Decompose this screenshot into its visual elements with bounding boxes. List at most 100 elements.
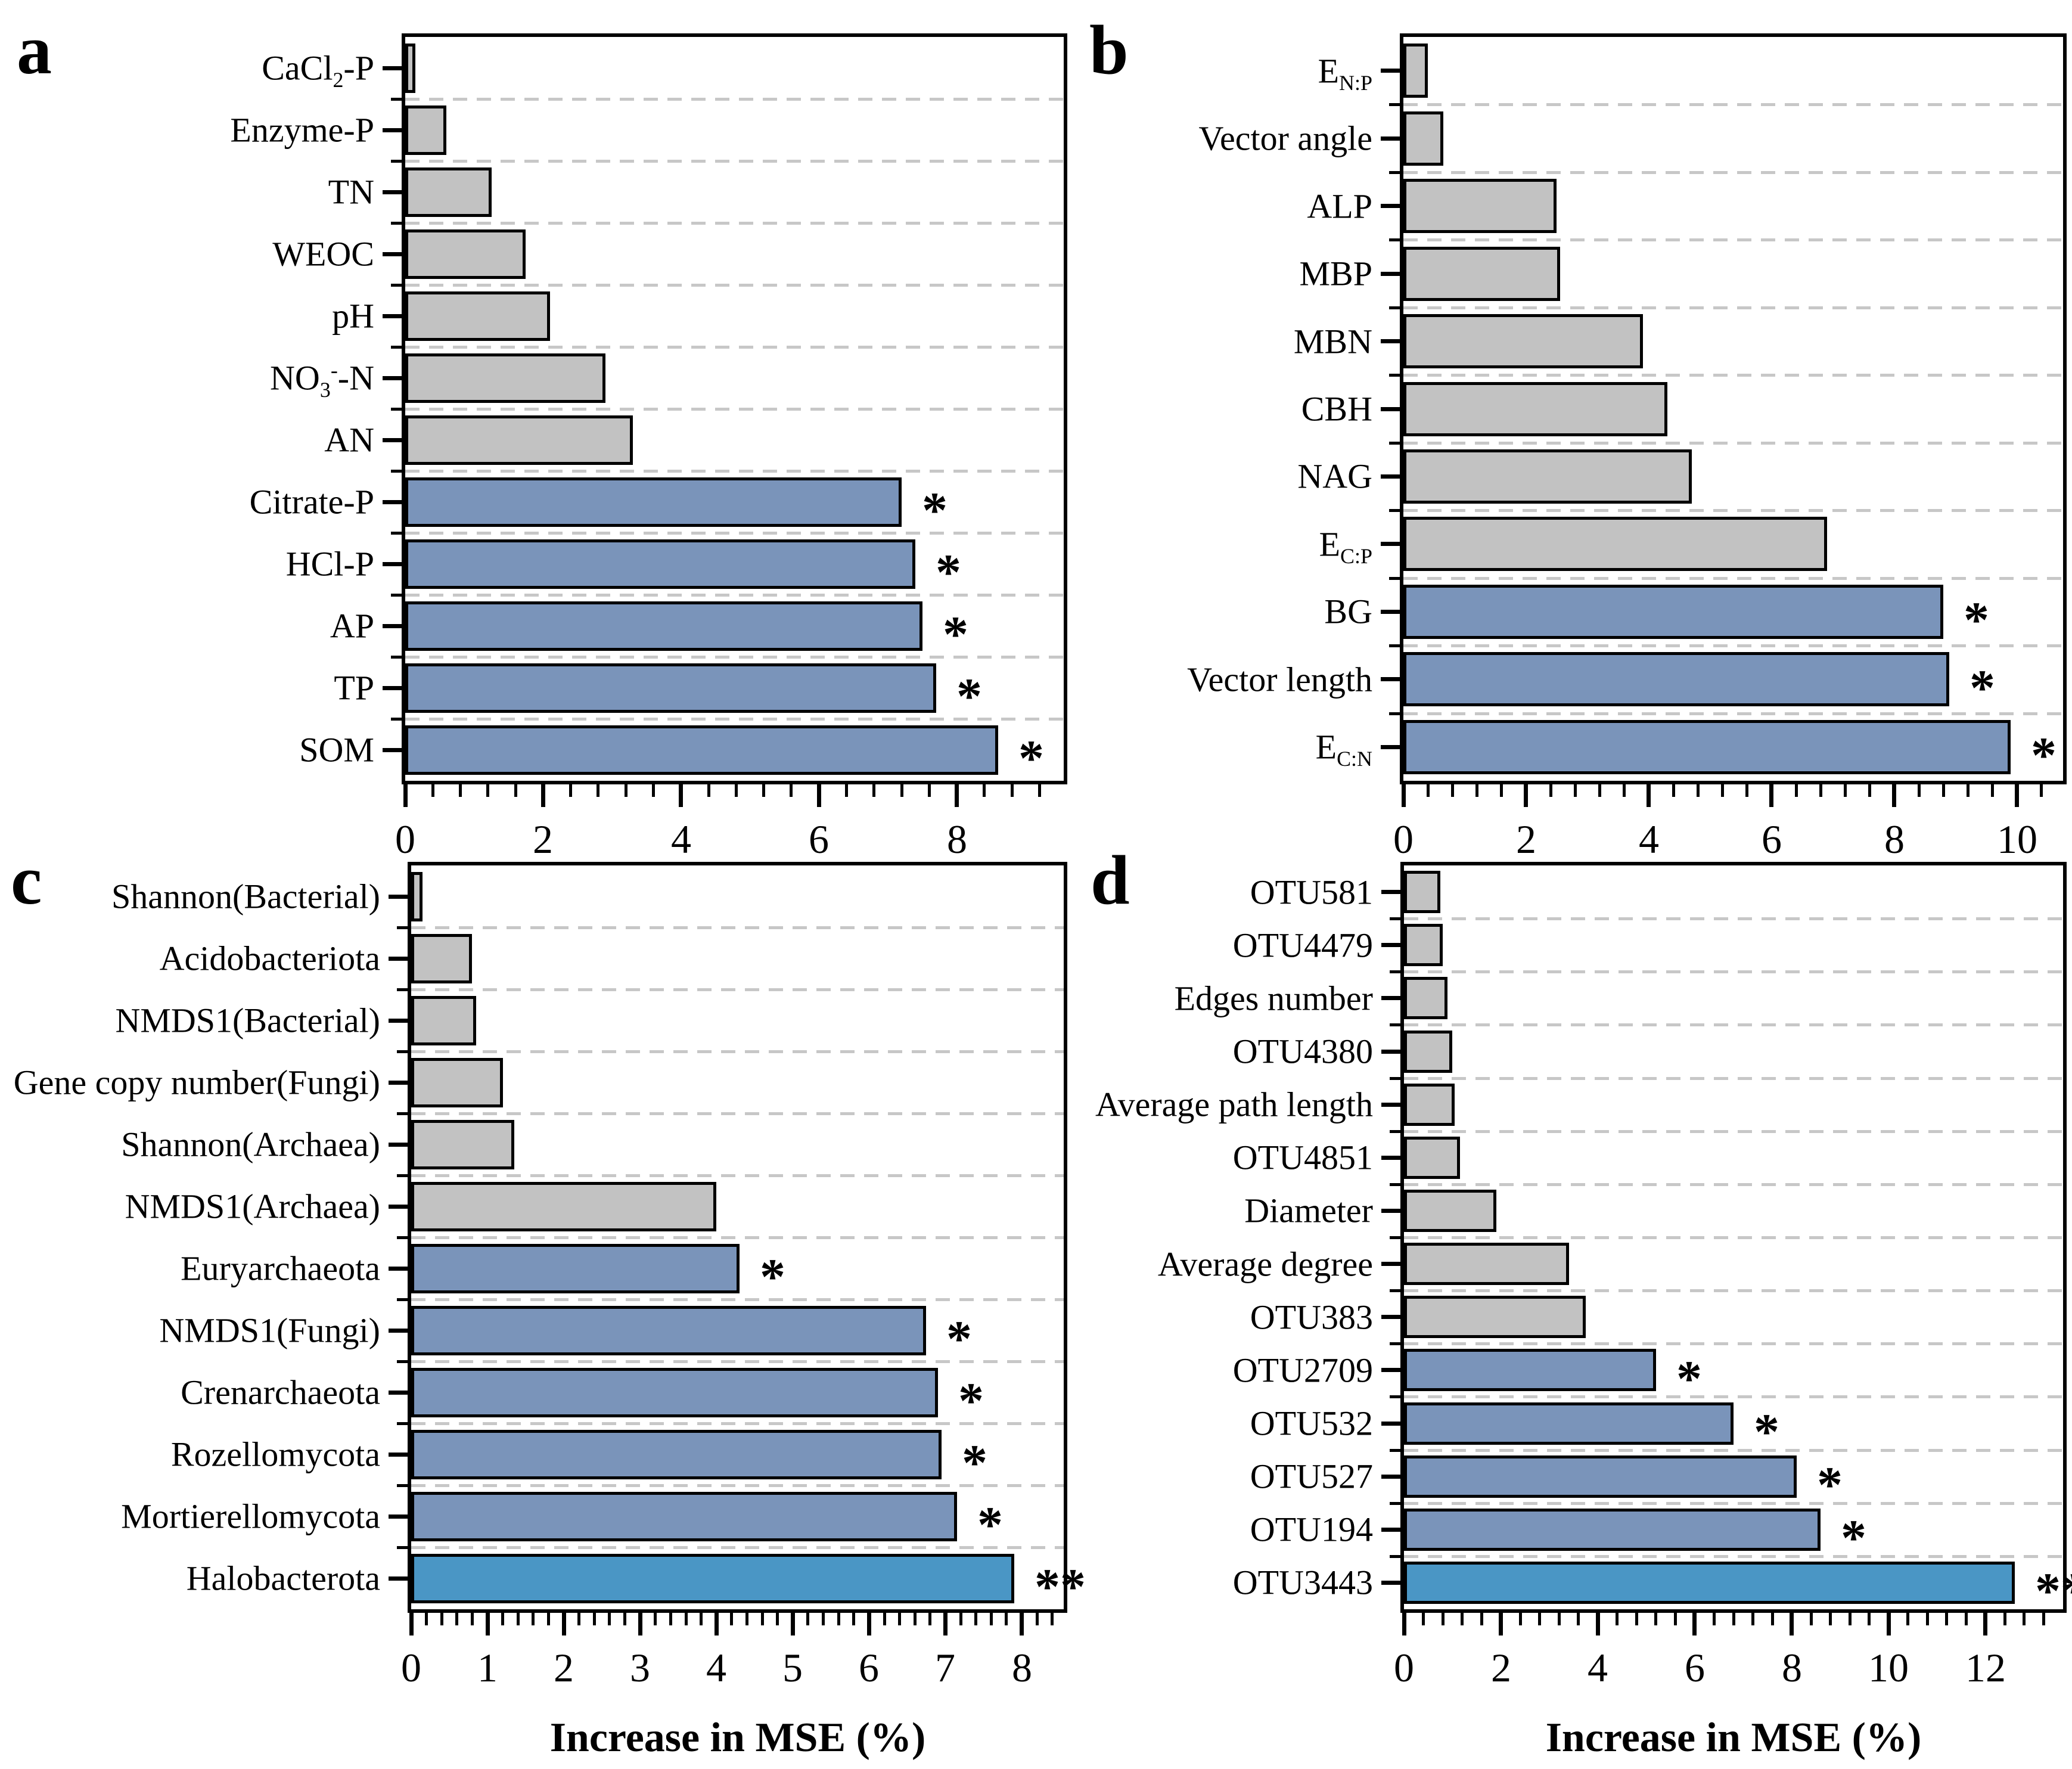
bar-c-10 (411, 1430, 942, 1479)
bar-b-2 (1403, 111, 1443, 166)
y-axis-minor-tick (397, 1360, 408, 1363)
x-axis-minor-tick (761, 1613, 764, 1625)
x-axis-minor-tick (872, 784, 875, 797)
y-axis-minor-tick (1389, 171, 1400, 174)
x-axis-minor-tick (1967, 784, 1970, 797)
category-label: OTU527 (1250, 1457, 1373, 1496)
y-axis-tick (389, 1019, 408, 1023)
bar-a-2 (405, 105, 446, 155)
category-label: Acidobacteriota (159, 939, 380, 978)
x-axis-minor-tick (1623, 784, 1626, 797)
x-axis-minor-tick (577, 1613, 580, 1625)
category-label: HCl-P (285, 544, 374, 584)
y-axis-tick (383, 562, 402, 566)
y-axis-tick (1381, 69, 1400, 73)
bar-a-11 (405, 663, 936, 713)
panel-letter-a: a (17, 11, 52, 89)
x-axis-tick (486, 1613, 490, 1635)
gridline (405, 346, 1064, 349)
x-axis-minor-tick (425, 1613, 428, 1625)
y-axis-tick (383, 438, 402, 442)
bar-d-5 (1404, 1084, 1455, 1126)
bar-a-9 (405, 539, 915, 589)
bar-b-10 (1403, 652, 1949, 706)
x-axis-tick-label: 4 (706, 1645, 726, 1690)
x-axis-minor-tick (1906, 1613, 1909, 1625)
y-axis-minor-tick (1390, 1502, 1400, 1505)
gridline (1403, 306, 2063, 309)
x-axis-minor-tick (440, 1613, 443, 1625)
gridline (1404, 1449, 2063, 1452)
y-axis-tick (1381, 1528, 1400, 1532)
x-axis-tick-label: 8 (1884, 817, 1905, 862)
category-label: Rozellomycota (170, 1435, 380, 1474)
x-axis-minor-tick (1574, 784, 1577, 797)
x-axis-tick-label: 7 (935, 1645, 955, 1690)
x-axis-minor-tick (745, 1613, 748, 1625)
y-axis-minor-tick (391, 656, 402, 659)
y-axis-tick (389, 1576, 408, 1581)
gridline (405, 656, 1064, 659)
x-axis-minor-tick (1480, 1613, 1483, 1625)
plot-area-a: * * * * * (402, 33, 1067, 784)
x-axis-tick-label: 8 (1782, 1645, 1802, 1690)
category-label: SOM (299, 730, 374, 769)
gridline (411, 1422, 1064, 1425)
x-axis-minor-tick (762, 784, 765, 797)
x-axis-minor-tick (1461, 1613, 1464, 1625)
x-axis-minor-tick (1771, 1613, 1774, 1625)
category-label: EN:P (1318, 51, 1372, 95)
y-axis-minor-tick (1390, 1236, 1400, 1239)
y-axis-minor-tick (391, 408, 402, 411)
y-axis-tick (1381, 1581, 1400, 1585)
x-axis-tick (403, 784, 408, 807)
bar-b-6 (1403, 382, 1667, 436)
x-axis-minor-tick (1844, 784, 1847, 797)
y-axis-tick (1381, 339, 1400, 343)
category-label: NMDS1(Fungi) (159, 1311, 380, 1350)
y-axis-minor-tick (1389, 509, 1400, 512)
y-axis-tick (1381, 1422, 1400, 1426)
category-label: MBP (1299, 254, 1372, 293)
y-axis-tick (1381, 272, 1400, 276)
x-axis-tick-label: 6 (1762, 817, 1782, 862)
bar-d-14 (1404, 1562, 2015, 1604)
x-axis-minor-tick (1672, 784, 1675, 797)
x-axis-minor-tick (1991, 784, 1994, 797)
y-axis-tick (383, 314, 402, 318)
x-axis-tick (679, 784, 683, 807)
y-axis-minor-tick (397, 1112, 408, 1115)
gridline (411, 1546, 1064, 1549)
y-axis-tick (1381, 1209, 1400, 1213)
x-axis-tick (1647, 784, 1651, 807)
x-axis-minor-tick (459, 784, 462, 797)
gridline (1403, 509, 2063, 512)
bar-d-11 (1404, 1402, 1734, 1445)
x-axis-tick-label: 12 (1965, 1645, 2006, 1690)
y-axis-tick (389, 1205, 408, 1209)
category-label: OTU194 (1250, 1510, 1373, 1549)
x-axis-minor-tick (1926, 1613, 1929, 1625)
category-label: Citrate-P (249, 482, 374, 522)
y-axis-tick (383, 252, 402, 256)
x-axis-minor-tick (669, 1613, 672, 1625)
category-label: Shannon(Bacterial) (111, 877, 380, 916)
x-axis-minor-tick (914, 1613, 917, 1625)
bar-a-4 (405, 229, 526, 279)
y-axis-tick (1381, 542, 1400, 546)
x-axis-minor-tick (1036, 1613, 1039, 1625)
x-axis-tick (1983, 1613, 1987, 1635)
x-axis-minor-tick (1475, 784, 1478, 797)
bar-d-1 (1404, 871, 1440, 913)
x-axis-minor-tick (900, 784, 903, 797)
y-axis-minor-tick (1390, 1077, 1400, 1080)
x-axis-minor-tick (700, 1613, 703, 1625)
panel-letter-c: c (11, 841, 42, 919)
bar-d-10 (1404, 1349, 1656, 1391)
x-axis-tick (943, 1613, 948, 1635)
gridline (1403, 644, 2063, 647)
gridline (405, 284, 1064, 287)
y-axis-minor-tick (1390, 1555, 1400, 1558)
x-axis-minor-tick (1674, 1613, 1677, 1625)
y-axis-tick (383, 686, 402, 690)
